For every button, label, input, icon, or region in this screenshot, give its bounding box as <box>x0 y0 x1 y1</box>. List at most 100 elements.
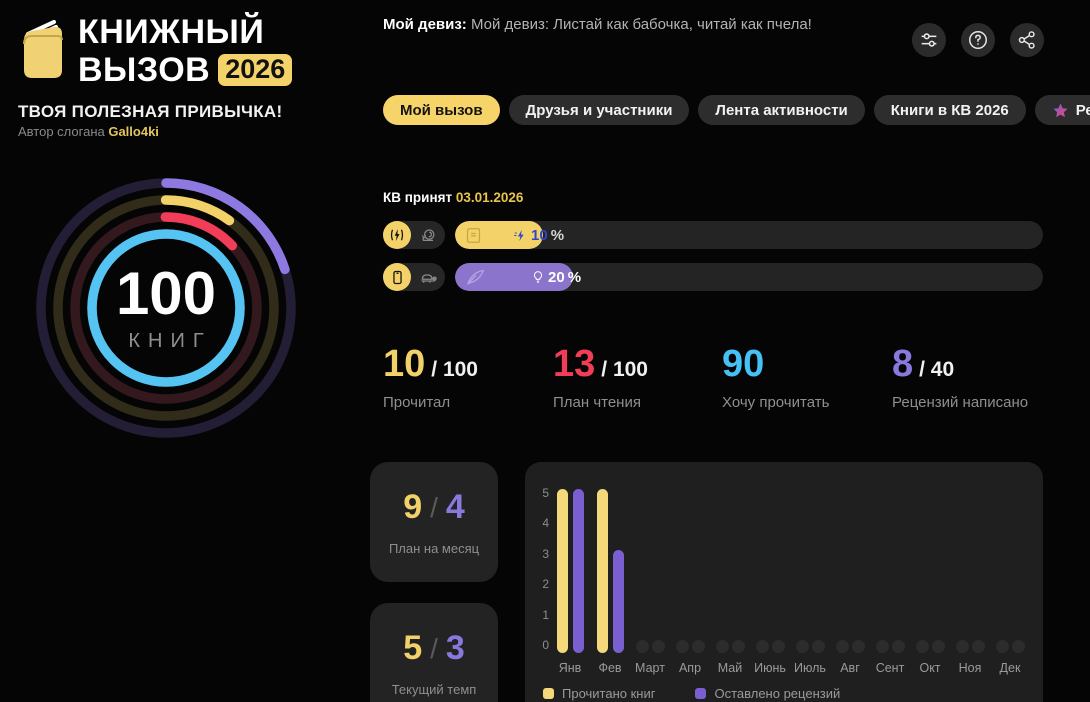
read-ring <box>53 195 279 421</box>
legend-item: Прочитано книг <box>543 686 655 701</box>
zero-marker-dot <box>771 640 785 653</box>
month-label: Ноя <box>958 661 982 675</box>
y-axis-tick: 3 <box>542 546 549 561</box>
motto-line: Мой девиз: Мой девиз: Листай как бабочка… <box>383 16 812 33</box>
tab-rating[interactable]: Рейтинг <box>1034 95 1090 125</box>
tab-activity-feed[interactable]: Лента активности <box>698 95 865 125</box>
reviews-progress-value: 20% <box>531 263 581 291</box>
reviews-progress-fill <box>455 263 573 291</box>
tab-books[interactable]: Книги в КВ 2026 <box>873 95 1026 125</box>
bolt-icon <box>514 229 524 241</box>
monthly-bar-chart: 5 4 3 2 1 0 Янв Фев Март Апр Май Июнь Июль Авг Сент Окт… <box>525 462 1043 702</box>
zero-marker-dot <box>995 640 1009 653</box>
slogan-author: Автор слогана Gallo4ki <box>18 124 159 139</box>
zero-marker-dot <box>691 640 705 653</box>
zero-marker-dot <box>955 640 969 653</box>
chart-bar <box>612 549 624 653</box>
zero-marker-dot <box>915 640 929 653</box>
legend-item: Оставлено рецензий <box>695 686 840 701</box>
zero-marker-dot <box>715 640 729 653</box>
zero-marker-dot <box>931 640 945 653</box>
year-badge: 2026 <box>218 54 293 86</box>
zero-marker-dot <box>651 640 665 653</box>
tab-my-challenge[interactable]: Мой вызов <box>383 95 500 125</box>
y-axis-tick: 0 <box>542 638 549 652</box>
header-actions <box>912 23 1044 57</box>
zero-marker-dot <box>875 640 889 653</box>
plan-ring <box>70 212 262 404</box>
turtle-icon[interactable] <box>411 267 445 288</box>
month-label: Май <box>717 661 743 675</box>
books-progress-row: 10% <box>383 221 1043 249</box>
challenge-accepted: КВ принят 03.01.2026 <box>383 190 524 205</box>
month-label: Авг <box>840 661 860 675</box>
settings-button[interactable] <box>912 23 946 57</box>
book-icon <box>466 227 481 243</box>
bulb-icon <box>534 271 542 284</box>
motto-label: Мой девиз: <box>383 16 467 33</box>
reviews-progress-bar: 20% <box>455 263 1043 291</box>
legend-swatch <box>695 688 707 699</box>
month-label: Фев <box>598 661 622 675</box>
share-button[interactable] <box>1010 23 1044 57</box>
brand-title-line2: ВЫЗОВ <box>78 51 211 89</box>
brand-title: КНИЖНЫЙ ВЫЗОВ 2026 <box>78 13 293 89</box>
sliders-icon <box>921 33 937 47</box>
zero-marker-dot <box>1011 640 1025 653</box>
feather-icon <box>467 269 485 285</box>
y-axis-tick: 2 <box>542 577 549 592</box>
books-progress-bar: 10% <box>455 221 1043 249</box>
monthly-chart-card: 5 4 3 2 1 0 Янв Фев Март Апр Май Июнь Июль Авг Сент Окт… <box>525 462 1043 702</box>
month-label: Дек <box>999 661 1021 675</box>
reading-gauge <box>36 178 296 438</box>
help-button[interactable] <box>961 23 995 57</box>
zero-marker-dot <box>971 640 985 653</box>
month-label: Июнь <box>754 661 786 675</box>
month-label: Сент <box>875 661 905 675</box>
star-icon <box>1053 102 1068 117</box>
gauge-label: КНИГ <box>128 329 212 352</box>
book-logo-icon <box>23 20 63 78</box>
zero-marker-dot <box>891 640 905 653</box>
phone-icon[interactable] <box>383 263 411 291</box>
stat-want-to-read: 90 Хочу прочитать <box>722 343 830 411</box>
legend-label: Оставлено рецензий <box>714 686 841 701</box>
zero-marker-dot <box>811 640 825 653</box>
stat-reviews-written: 8/ 40 Рецензий написано <box>892 343 1029 411</box>
zero-marker-dot <box>835 640 849 653</box>
legend-swatch <box>543 688 554 699</box>
stats-row: 10/ 100 Прочитал 13/ 100 План чтения 90 … <box>383 345 1062 411</box>
reviews-ring <box>36 178 296 438</box>
main-tabs: Мой вызов Друзья и участники Лента актив… <box>383 95 1090 125</box>
month-label: Март <box>635 661 665 675</box>
chart-bar <box>572 489 584 653</box>
brand-title-line1: КНИЖНЫЙ <box>78 13 265 51</box>
zero-marker-dot <box>731 640 745 653</box>
pace-toggle-books[interactable] <box>383 221 445 249</box>
month-label: Окт <box>919 661 941 675</box>
legend-label: Прочитано книг <box>562 686 656 701</box>
y-axis-tick: 4 <box>542 516 549 531</box>
author-link[interactable]: Gallo4ki <box>108 124 159 139</box>
zero-marker-dot <box>851 640 865 653</box>
flash-icon[interactable] <box>383 221 411 249</box>
books-progress-fill <box>455 221 543 249</box>
tab-friends[interactable]: Друзья и участники <box>508 95 690 125</box>
month-label: Янв <box>558 661 582 675</box>
share-icon <box>1018 31 1035 49</box>
reviews-progress-row: 20% <box>383 263 1043 291</box>
y-axis-tick: 5 <box>542 486 549 500</box>
pace-toggle-reviews[interactable] <box>383 263 445 291</box>
slogan-text: ТВОЯ ПОЛЕЗНАЯ ПРИВЫЧКА! <box>18 102 283 121</box>
chart-bar <box>596 489 608 653</box>
stat-read: 10/ 100 Прочитал <box>383 343 478 411</box>
gauge-value: 100 <box>115 259 217 327</box>
motto-text: Мой девиз: Листай как бабочка, читай как… <box>466 16 812 33</box>
y-axis-tick: 1 <box>542 607 549 622</box>
question-icon <box>969 31 987 49</box>
month-label: Апр <box>678 661 702 675</box>
month-label: Июль <box>794 661 826 675</box>
zero-marker-dot <box>635 640 649 653</box>
snail-icon[interactable] <box>411 225 445 245</box>
